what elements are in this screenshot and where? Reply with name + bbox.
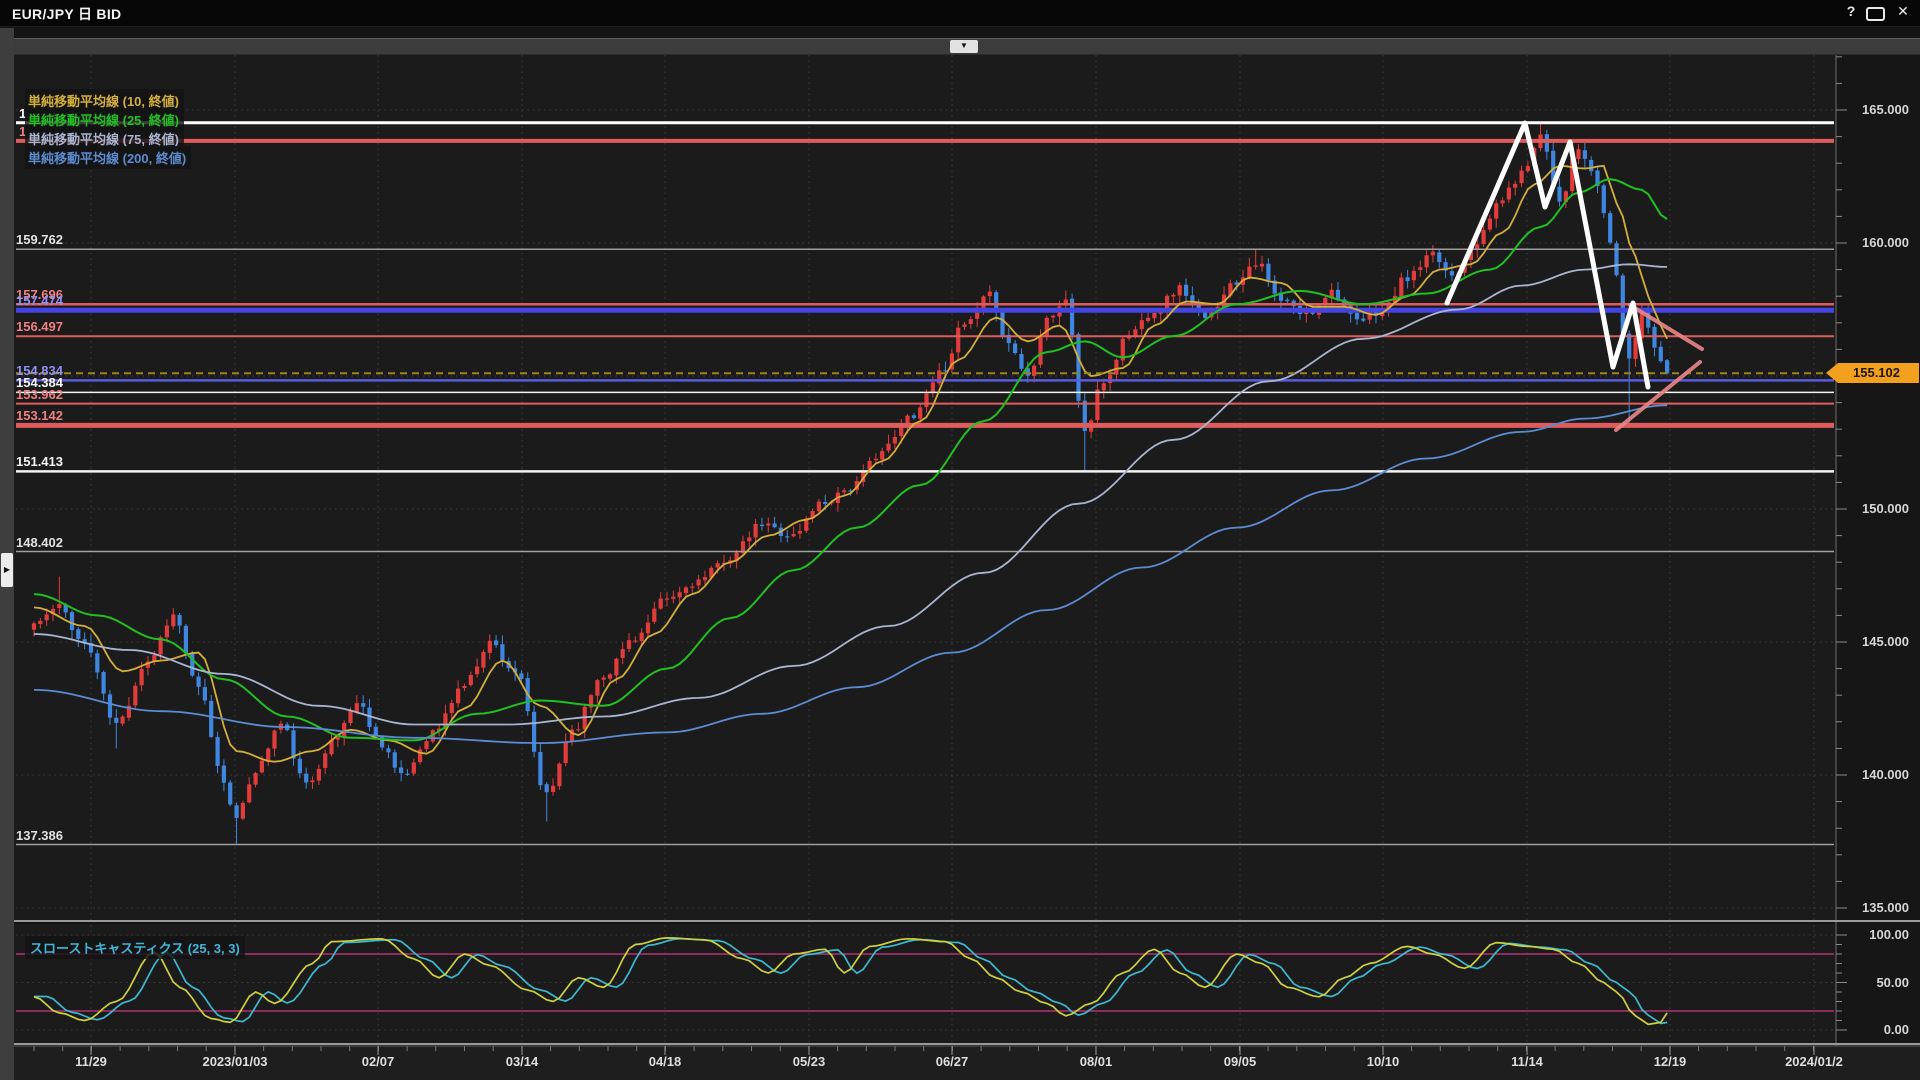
stoch-axis-label-100.00: 100.00	[1869, 927, 1909, 942]
x-axis-label-10/10: 10/10	[1366, 1054, 1400, 1069]
price-line-label-153.142[interactable]: 153.142	[16, 408, 63, 423]
zigzag-drawing[interactable]	[1444, 120, 1651, 390]
close-icon[interactable]: ✕	[1897, 3, 1909, 19]
window-title: EUR/JPY 日 BID	[12, 6, 122, 22]
price-line-label-148.402[interactable]: 148.402	[16, 535, 63, 550]
stoch-axis-label-50.00: 50.00	[1876, 975, 1909, 990]
price-line-label-157.474[interactable]: 157.474	[16, 293, 63, 308]
stochastic-indicator-label[interactable]: スローストキャスティクス (25, 3, 3)	[25, 936, 245, 959]
chevron-down-icon: ▼	[960, 41, 968, 50]
stochastic-k-line	[33, 937, 1668, 1026]
legend-sma-10[interactable]: 単純移動平均線 (10, 終値)	[25, 89, 184, 112]
sma-200-line	[33, 404, 1668, 745]
price-line-label-153.962[interactable]: 153.962	[16, 387, 63, 402]
drawing-annotations[interactable]	[1444, 120, 1704, 432]
x-axis-label-06/27: 06/27	[935, 1054, 969, 1069]
x-axis-label-09/05: 09/05	[1223, 1054, 1257, 1069]
y-axis-label-150.000: 150.000	[1862, 501, 1909, 516]
sma-25-line	[33, 178, 1668, 742]
legend-sma-200[interactable]: 単純移動平均線 (200, 終値)	[25, 146, 192, 169]
stoch-axis-label-0.00: 0.00	[1883, 1022, 1909, 1037]
trendline-1[interactable]	[1628, 303, 1704, 351]
axis-ticks	[14, 53, 1920, 1055]
maximize-icon[interactable]	[1866, 7, 1885, 21]
price-line-label-fragment[interactable]: 1	[19, 106, 27, 121]
price-line-label-156.497[interactable]: 156.497	[16, 319, 63, 334]
trendline-2[interactable]	[1614, 360, 1702, 432]
price-line-label-137.386[interactable]: 137.386	[16, 828, 63, 843]
legend-sma-25[interactable]: 単純移動平均線 (25, 終値)	[25, 108, 184, 131]
x-axis-label-02/07: 02/07	[361, 1054, 395, 1069]
moving-averages	[33, 164, 1668, 763]
price-line-label-154.384[interactable]: 154.384	[16, 375, 63, 390]
y-axis-label-145.000: 145.000	[1862, 634, 1909, 649]
price-line-label-157.696[interactable]: 157.696	[16, 287, 63, 302]
legend-sma-75[interactable]: 単純移動平均線 (75, 終値)	[25, 127, 184, 150]
x-axis-label-2024/01/2: 2024/01/2	[1785, 1054, 1843, 1069]
x-axis-label-12/19: 12/19	[1653, 1054, 1687, 1069]
y-axis-label-160.000: 160.000	[1862, 235, 1909, 250]
sma-75-line	[33, 263, 1668, 726]
x-axis-label-11/14: 11/14	[1511, 1054, 1543, 1069]
sidebar-expand-handle[interactable]: ▶	[1, 553, 13, 587]
y-axis-label-140.000: 140.000	[1862, 767, 1909, 782]
horizontal-price-lines[interactable]	[16, 121, 1834, 846]
stochastic-d-line	[34, 937, 1668, 1025]
price-line-label-159.762[interactable]: 159.762	[16, 232, 63, 247]
sma-10-line	[33, 164, 1668, 763]
date-axis-strip[interactable]	[14, 1046, 1920, 1080]
y-axis-label-165.000: 165.000	[1862, 102, 1909, 117]
price-line-label-151.413[interactable]: 151.413	[16, 454, 63, 469]
title-bar: EUR/JPY 日 BID ? ✕	[0, 0, 1920, 27]
x-axis-label-03/14: 03/14	[505, 1054, 539, 1069]
y-axis-label-135.000: 135.000	[1862, 900, 1909, 915]
x-axis-label-04/18: 04/18	[648, 1054, 682, 1069]
collapse-toolbar-button[interactable]: ▼	[950, 40, 978, 53]
chevron-right-icon: ▶	[3, 565, 11, 574]
price-axis-column[interactable]	[1836, 53, 1920, 1046]
current-price-tag: 155.102	[1826, 363, 1919, 383]
stochastic-series	[16, 937, 1834, 1026]
price-line-label-154.834[interactable]: 154.834	[16, 363, 63, 378]
x-axis-label-05/23: 05/23	[792, 1054, 826, 1069]
price-line-label-fragment[interactable]: 1	[19, 124, 27, 139]
help-button[interactable]: ?	[1846, 3, 1856, 19]
stochastic-panel[interactable]	[14, 924, 1836, 1043]
x-axis-label-08/01: 08/01	[1079, 1054, 1113, 1069]
x-axis-label-2023/01/03: 2023/01/03	[202, 1054, 268, 1069]
x-axis-label-11/29: 11/29	[75, 1054, 107, 1069]
